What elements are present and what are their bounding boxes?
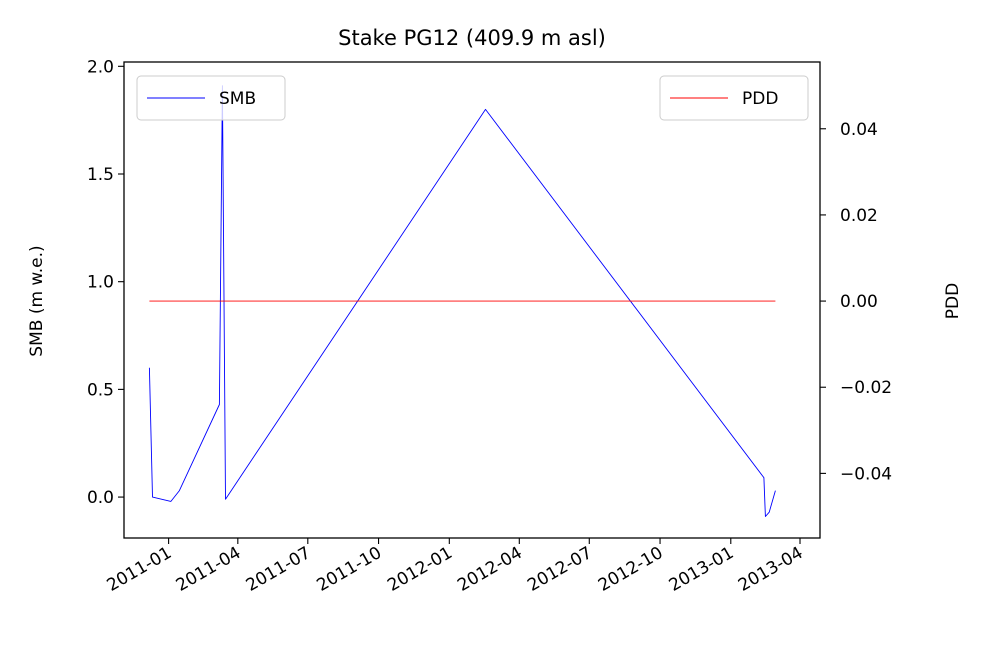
x-tick-label: 2012-01 (384, 543, 456, 596)
y-tick-label-right: 0.02 (840, 206, 878, 226)
legend-label: SMB (219, 89, 256, 109)
x-tick-label: 2011-10 (314, 543, 386, 596)
y-tick-label-right: 0.04 (840, 120, 878, 140)
legend-label: PDD (742, 89, 778, 109)
x-tick-label: 2013-04 (735, 543, 807, 596)
x-tick-label: 2013-01 (666, 543, 738, 596)
x-tick-label: 2012-10 (595, 543, 667, 596)
y-tick-label-left: 0.5 (87, 380, 114, 400)
x-tick-label: 2011-04 (173, 543, 245, 596)
y-axis-label-left: SMB (m w.e.) (27, 245, 47, 356)
x-tick-label: 2011-01 (104, 543, 176, 596)
series-line-smb (148, 85, 776, 517)
y-tick-label-left: 2.0 (87, 57, 114, 77)
x-tick-label: 2012-04 (454, 543, 526, 596)
x-tick-label: 2011-07 (243, 543, 315, 596)
x-tick-label: 2012-07 (524, 543, 596, 596)
legend-box (136, 75, 286, 121)
y-tick-label-left: 1.5 (87, 165, 114, 185)
y-tick-label-right: −0.04 (840, 464, 892, 484)
y-tick-label-left: 1.0 (87, 273, 114, 293)
y-axis-label-right: PDD (943, 283, 963, 319)
y-tick-label-left: 0.0 (87, 488, 114, 508)
plot-frame (123, 61, 821, 539)
y-tick-label-right: −0.02 (840, 378, 892, 398)
legend-box (659, 75, 809, 121)
y-tick-label-right: 0.00 (840, 292, 878, 312)
chart-title: Stake PG12 (409.9 m asl) (338, 26, 606, 50)
